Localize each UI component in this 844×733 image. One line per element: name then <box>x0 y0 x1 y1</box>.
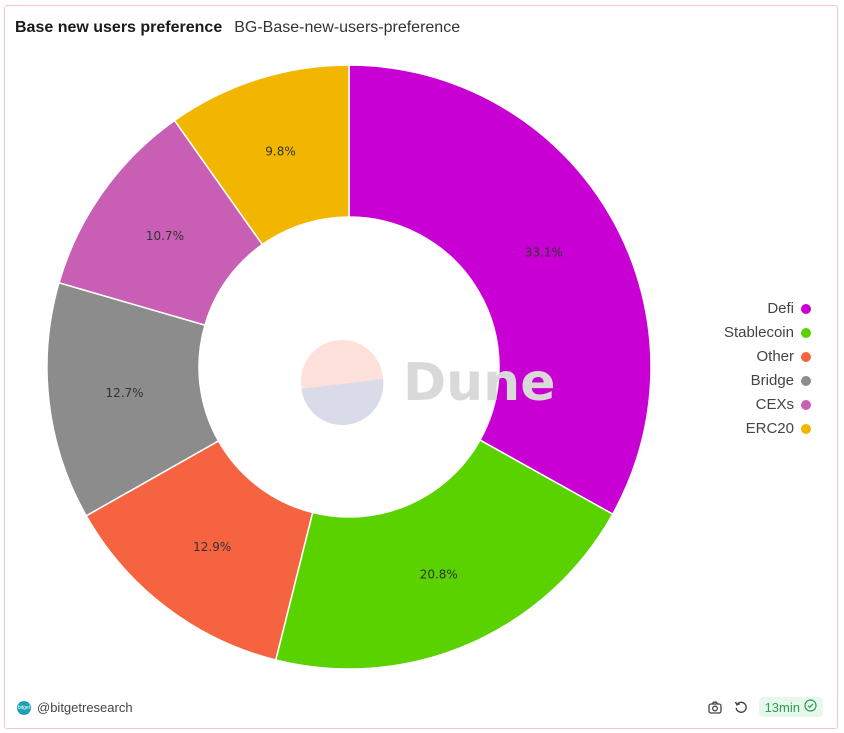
legend-item-other[interactable]: Other <box>756 347 811 366</box>
legend-dot <box>801 423 811 434</box>
refresh-time: 13min <box>764 699 800 715</box>
bitget-logo-icon: bitget <box>17 700 31 715</box>
slice-label-other: 12.9% <box>193 540 231 554</box>
legend-label: Other <box>756 348 794 365</box>
author-credit[interactable]: bitget @bitgetresearch <box>17 700 133 715</box>
legend-item-stablecoin[interactable]: Stablecoin <box>724 323 811 342</box>
chart-toolbar: 13min <box>707 697 823 717</box>
watermark-text: Dune <box>403 353 555 413</box>
slice-label-bridge: 12.7% <box>105 386 143 400</box>
slice-other[interactable] <box>85 439 314 661</box>
slice-defi[interactable] <box>348 64 652 516</box>
slice-cexs[interactable] <box>58 119 264 327</box>
refresh-icon[interactable] <box>733 699 749 715</box>
chart-card: Base new users preference BG-Base-new-us… <box>4 5 838 729</box>
legend-item-erc20[interactable]: ERC20 <box>746 419 811 438</box>
legend-label: Defi <box>767 300 794 317</box>
legend-label: Bridge <box>750 372 794 389</box>
legend-dot <box>801 375 811 386</box>
legend-item-cexs[interactable]: CEXs <box>756 395 811 414</box>
slice-label-erc20: 9.8% <box>265 145 296 159</box>
slice-stablecoin[interactable] <box>274 439 614 670</box>
legend-dot <box>801 351 811 362</box>
donut-slices <box>46 64 652 670</box>
legend-label: ERC20 <box>745 420 794 437</box>
refresh-status-badge[interactable]: 13min <box>758 697 823 717</box>
chart-title: Base new users preference <box>15 19 223 36</box>
chart-header: Base new users preference BG-Base-new-us… <box>15 19 460 37</box>
legend: Defi Stablecoin Other Bridge CEXs ERC20 <box>724 299 811 438</box>
camera-icon[interactable] <box>707 699 723 715</box>
check-circle-icon <box>804 699 817 715</box>
author-handle[interactable]: @bitgetresearch <box>37 700 133 715</box>
slice-erc20[interactable] <box>173 64 350 246</box>
dune-watermark: Dune <box>301 340 555 426</box>
legend-label: Stablecoin <box>723 324 794 341</box>
donut-chart: Dune 33.1% 20.8% 12.9% 12.7% 10.7% 9.8% <box>46 64 652 670</box>
legend-label: CEXs <box>755 396 794 413</box>
legend-item-defi[interactable]: Defi <box>767 299 811 318</box>
legend-dot <box>801 327 811 338</box>
legend-item-bridge[interactable]: Bridge <box>751 371 811 390</box>
legend-dot <box>801 399 811 410</box>
query-name[interactable]: BG-Base-new-users-preference <box>234 19 461 36</box>
slice-bridge[interactable] <box>46 281 220 517</box>
slice-label-stablecoin: 20.8% <box>420 567 458 581</box>
legend-dot <box>801 303 811 314</box>
slice-label-defi: 33.1% <box>525 246 563 260</box>
watermark-logo-bottom-fill <box>301 379 384 426</box>
slice-label-cexs: 10.7% <box>146 229 184 243</box>
slice-labels: 33.1% 20.8% 12.9% 12.7% 10.7% 9.8% <box>105 145 562 582</box>
